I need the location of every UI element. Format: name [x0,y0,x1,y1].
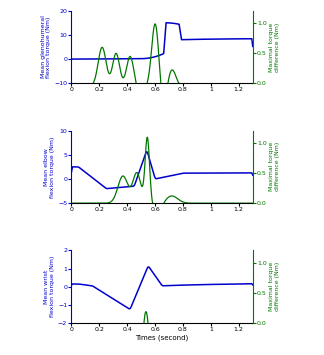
Y-axis label: Maximal torque
difference (Nm): Maximal torque difference (Nm) [270,142,280,191]
Y-axis label: Mean glenohumeral
flexion torque (Nm): Mean glenohumeral flexion torque (Nm) [40,16,51,78]
X-axis label: Times (second): Times (second) [135,335,189,342]
Y-axis label: Mean elbow
flexion torque (Nm): Mean elbow flexion torque (Nm) [44,136,55,197]
Y-axis label: Maximal torque
difference (Nm): Maximal torque difference (Nm) [270,262,280,311]
Y-axis label: Mean wrist
flexion torque (Nm): Mean wrist flexion torque (Nm) [44,256,55,317]
Y-axis label: Maximal torque
difference (Nm): Maximal torque difference (Nm) [270,22,280,72]
